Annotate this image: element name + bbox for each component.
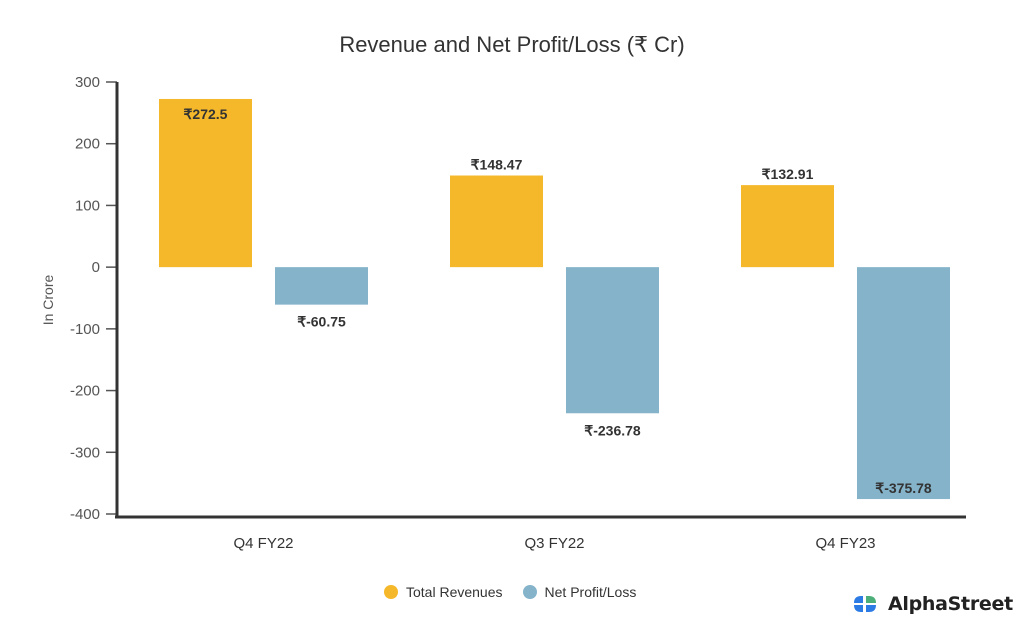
legend-label: Net Profit/Loss bbox=[544, 584, 637, 600]
legend-item-total-revenues[interactable]: Total Revenues bbox=[384, 584, 503, 600]
y-tick-label: -400 bbox=[70, 506, 100, 523]
bar-revenue-q3-fy22[interactable] bbox=[450, 175, 543, 268]
y-tick-label: 200 bbox=[75, 136, 100, 153]
y-tick-label: -100 bbox=[70, 321, 100, 338]
y-tick-label: -200 bbox=[70, 383, 100, 400]
x-category-label: Q4 FY22 bbox=[233, 535, 293, 552]
legend-swatch-revenue-icon bbox=[384, 585, 398, 599]
y-axis-label: In Crore bbox=[40, 275, 56, 326]
data-label: ₹148.47 bbox=[471, 157, 523, 173]
y-tick-label: 300 bbox=[75, 74, 100, 91]
x-category-label: Q3 FY22 bbox=[524, 535, 584, 552]
legend-swatch-profit-icon bbox=[522, 585, 537, 599]
data-label: ₹-375.78 bbox=[875, 480, 932, 496]
bar-net-profit-q3-fy22[interactable] bbox=[566, 267, 659, 414]
y-tick-label: 0 bbox=[92, 259, 100, 276]
legend: Total Revenues Net Profit/Loss bbox=[384, 584, 636, 600]
legend-item-net-profit-loss[interactable]: Net Profit/Loss bbox=[522, 584, 637, 600]
brand-logo: AlphaStreet bbox=[852, 593, 1013, 615]
data-label: ₹-60.75 bbox=[297, 314, 346, 330]
bars bbox=[159, 98, 950, 500]
brand-name: AlphaStreet bbox=[888, 593, 1013, 615]
data-label: ₹272.5 bbox=[184, 106, 228, 122]
x-axis-categories: Q4 FY22 Q3 FY22 Q4 FY23 bbox=[233, 535, 875, 552]
y-tick-label: 100 bbox=[75, 197, 100, 214]
data-label: ₹132.91 bbox=[762, 166, 814, 182]
bar-net-profit-q4-fy22[interactable] bbox=[275, 267, 368, 305]
chart-title: Revenue and Net Profit/Loss (₹ Cr) bbox=[339, 32, 684, 57]
x-category-label: Q4 FY23 bbox=[815, 535, 875, 552]
y-tick-label: -300 bbox=[70, 444, 100, 461]
bar-revenue-q4-fy22[interactable] bbox=[159, 98, 252, 268]
data-label: ₹-236.78 bbox=[584, 422, 641, 438]
bar-revenue-q4-fy23[interactable] bbox=[741, 185, 834, 268]
data-labels: ₹272.5 ₹-60.75 ₹148.47 ₹-236.78 ₹132.91 ₹-375… bbox=[184, 106, 932, 496]
alphastreet-logo-icon bbox=[854, 596, 876, 612]
legend-label: Total Revenues bbox=[406, 584, 503, 600]
bar-net-profit-q4-fy23[interactable] bbox=[857, 267, 950, 500]
y-axis-ticks: 300 200 100 0 -100 -200 -300 -400 bbox=[70, 74, 117, 523]
